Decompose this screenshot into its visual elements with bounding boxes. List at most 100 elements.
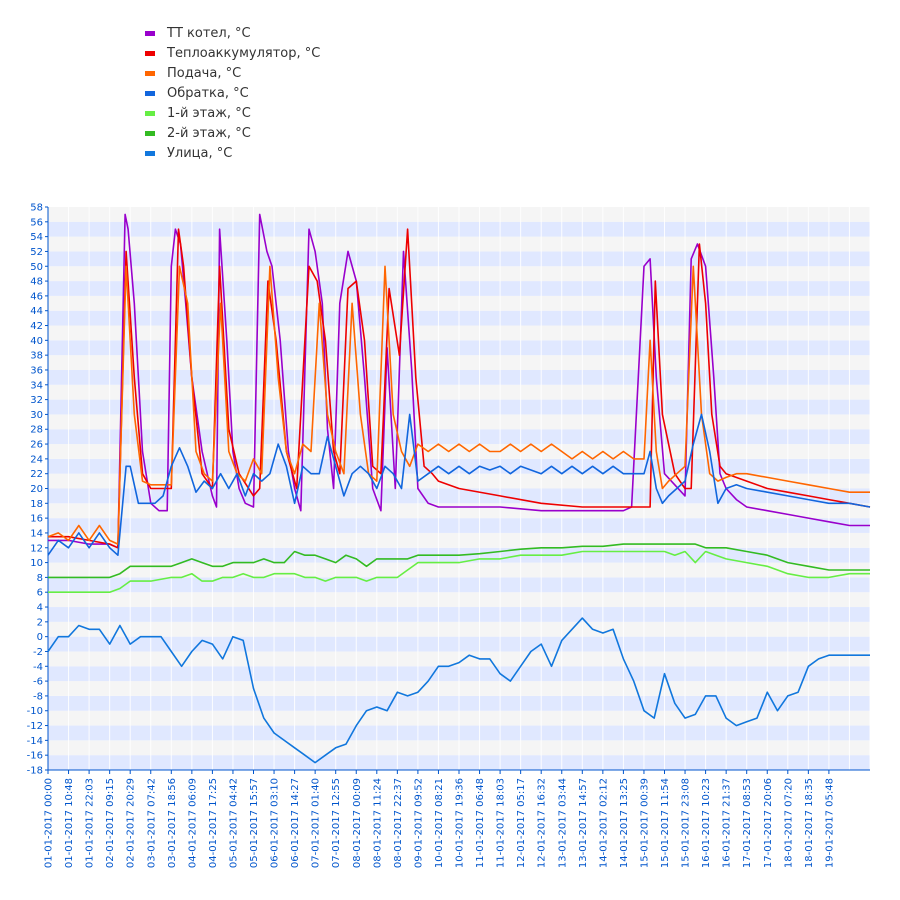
y-tick-label: 10 [30, 558, 43, 569]
y-tick-label: -14 [27, 736, 43, 747]
x-tick-label: 15-01-2017 11:54 [660, 778, 671, 868]
x-tick-label: 15-01-2017 00:39 [639, 778, 650, 868]
y-tick-label: 34 [30, 380, 43, 391]
x-tick-label: 08-01-2017 00:09 [352, 778, 363, 868]
x-tick-label: 11-01-2017 06:48 [475, 778, 486, 868]
x-tick-label: 15-01-2017 23:08 [681, 778, 692, 868]
series-line-1 [48, 213, 870, 549]
series-line-7 [47, 617, 870, 764]
series-line-5 [48, 550, 870, 594]
y-tick-label: -4 [33, 662, 43, 673]
x-tick-label: 02-01-2017 20:29 [126, 778, 137, 868]
x-tick-label: 19-01-2017 05:48 [824, 778, 835, 868]
legend-label: Обратка, °C [167, 86, 249, 101]
y-tick-label: 24 [30, 454, 43, 465]
y-tick-label: -10 [27, 706, 43, 717]
legend-label: 1-й этаж, °C [167, 106, 251, 121]
x-tick-label: 16-01-2017 10:23 [701, 778, 712, 868]
x-tick-label: 06-01-2017 14:27 [290, 778, 301, 868]
y-tick-label: 8 [37, 573, 43, 584]
legend-label: 2-й этаж, °C [167, 126, 251, 141]
x-tick-label: 01-01-2017 10:48 [64, 778, 75, 868]
x-tick-label: 12-01-2017 16:32 [537, 778, 548, 868]
series-line-6 [48, 543, 870, 579]
y-tick-label: 44 [30, 306, 43, 317]
x-tick-label: 10-01-2017 08:21 [434, 778, 445, 868]
y-tick-label: 14 [30, 528, 43, 539]
y-tick-label: -2 [33, 647, 43, 658]
legend-label: ТТ котел, °C [167, 26, 251, 41]
x-tick-label: 01-01-2017 00:00 [44, 778, 55, 868]
x-tick-label: 14-01-2017 02:12 [598, 778, 609, 868]
y-tick-label: -12 [27, 721, 43, 732]
x-tick-label: 10-01-2017 19:36 [455, 778, 466, 868]
legend-label: Подача, °C [167, 66, 242, 81]
y-tick-label: 58 [30, 203, 43, 214]
y-tick-label: 32 [30, 395, 43, 406]
y-tick-label: 52 [30, 247, 43, 258]
series-line-3 [47, 265, 870, 545]
x-tick-label: 04-01-2017 06:09 [187, 778, 198, 868]
y-tick-label: 18 [30, 499, 43, 510]
y-tick-label: 6 [37, 588, 43, 599]
y-tick-label: -18 [27, 766, 43, 777]
x-tick-label: 03-01-2017 07:42 [146, 778, 157, 868]
x-tick-label: 08-01-2017 22:37 [393, 778, 404, 868]
x-tick-label: 14-01-2017 13:25 [619, 778, 630, 868]
x-tick-label: 18-01-2017 18:35 [804, 778, 815, 868]
x-tick-label: 04-01-2017 17:25 [208, 778, 219, 868]
legend-swatch [145, 111, 155, 116]
legend-swatch [145, 71, 155, 76]
x-tick-label: 16-01-2017 21:37 [722, 778, 733, 868]
y-tick-label: 16 [30, 514, 43, 525]
x-tick-label: 07-01-2017 12:55 [331, 778, 342, 868]
y-tick-label: 28 [30, 425, 43, 436]
x-tick-label: 11-01-2017 18:03 [496, 778, 507, 868]
series-line-2 [48, 228, 871, 549]
x-tick-label: 18-01-2017 07:20 [783, 778, 794, 868]
y-tick-label: 40 [30, 336, 43, 347]
y-tick-label: -6 [33, 677, 43, 688]
legend-swatch [145, 131, 155, 136]
x-tick-label: 08-01-2017 11:24 [372, 778, 383, 868]
legend-swatch [145, 51, 155, 56]
x-tick-label: 06-01-2017 03:10 [270, 778, 281, 868]
y-tick-label: 42 [30, 321, 43, 332]
y-tick-label: 26 [30, 440, 43, 451]
y-tick-label: 2 [37, 617, 43, 628]
x-tick-label: 17-01-2017 20:06 [763, 778, 774, 868]
x-tick-label: 01-01-2017 22:03 [85, 778, 96, 868]
legend-label: Теплоаккумулятор, °C [167, 46, 321, 61]
legend-swatch [145, 31, 155, 36]
x-tick-label: 17-01-2017 08:53 [742, 778, 753, 868]
legend-label: Улица, °C [167, 146, 233, 161]
series-lines [47, 213, 871, 764]
x-tick-label: 12-01-2017 05:17 [516, 778, 527, 868]
y-tick-label: 38 [30, 351, 43, 362]
x-tick-label: 02-01-2017 09:15 [105, 778, 116, 868]
y-tick-label: 48 [30, 277, 43, 288]
y-tick-label: 46 [30, 291, 43, 302]
legend-swatch [145, 151, 155, 156]
x-tick-label: 05-01-2017 15:57 [249, 778, 260, 868]
y-tick-label: 54 [30, 232, 43, 243]
x-tick-label: 13-01-2017 03:44 [557, 778, 568, 868]
x-tick-label: 09-01-2017 09:52 [413, 778, 424, 868]
x-tick-label: 05-01-2017 04:42 [228, 778, 239, 868]
y-tick-label: -8 [33, 691, 43, 702]
y-tick-label: 4 [37, 603, 43, 614]
x-tick-label: 03-01-2017 18:56 [167, 778, 178, 868]
y-tick-label: 56 [30, 217, 43, 228]
y-tick-label: 36 [30, 365, 43, 376]
x-tick-label: 13-01-2017 14:57 [578, 778, 589, 868]
y-tick-label: 0 [37, 632, 43, 643]
x-tick-label: 07-01-2017 01:40 [311, 778, 322, 868]
y-tick-label: 50 [30, 262, 43, 273]
y-tick-label: 12 [30, 543, 43, 554]
legend-swatch [145, 91, 155, 96]
y-tick-label: 30 [30, 410, 43, 421]
x-tick-labels: 01-01-2017 00:00 01-01-2017 10:48 01-01-20… [44, 770, 835, 868]
y-tick-label: 20 [30, 484, 43, 495]
series-line-4 [47, 413, 871, 557]
